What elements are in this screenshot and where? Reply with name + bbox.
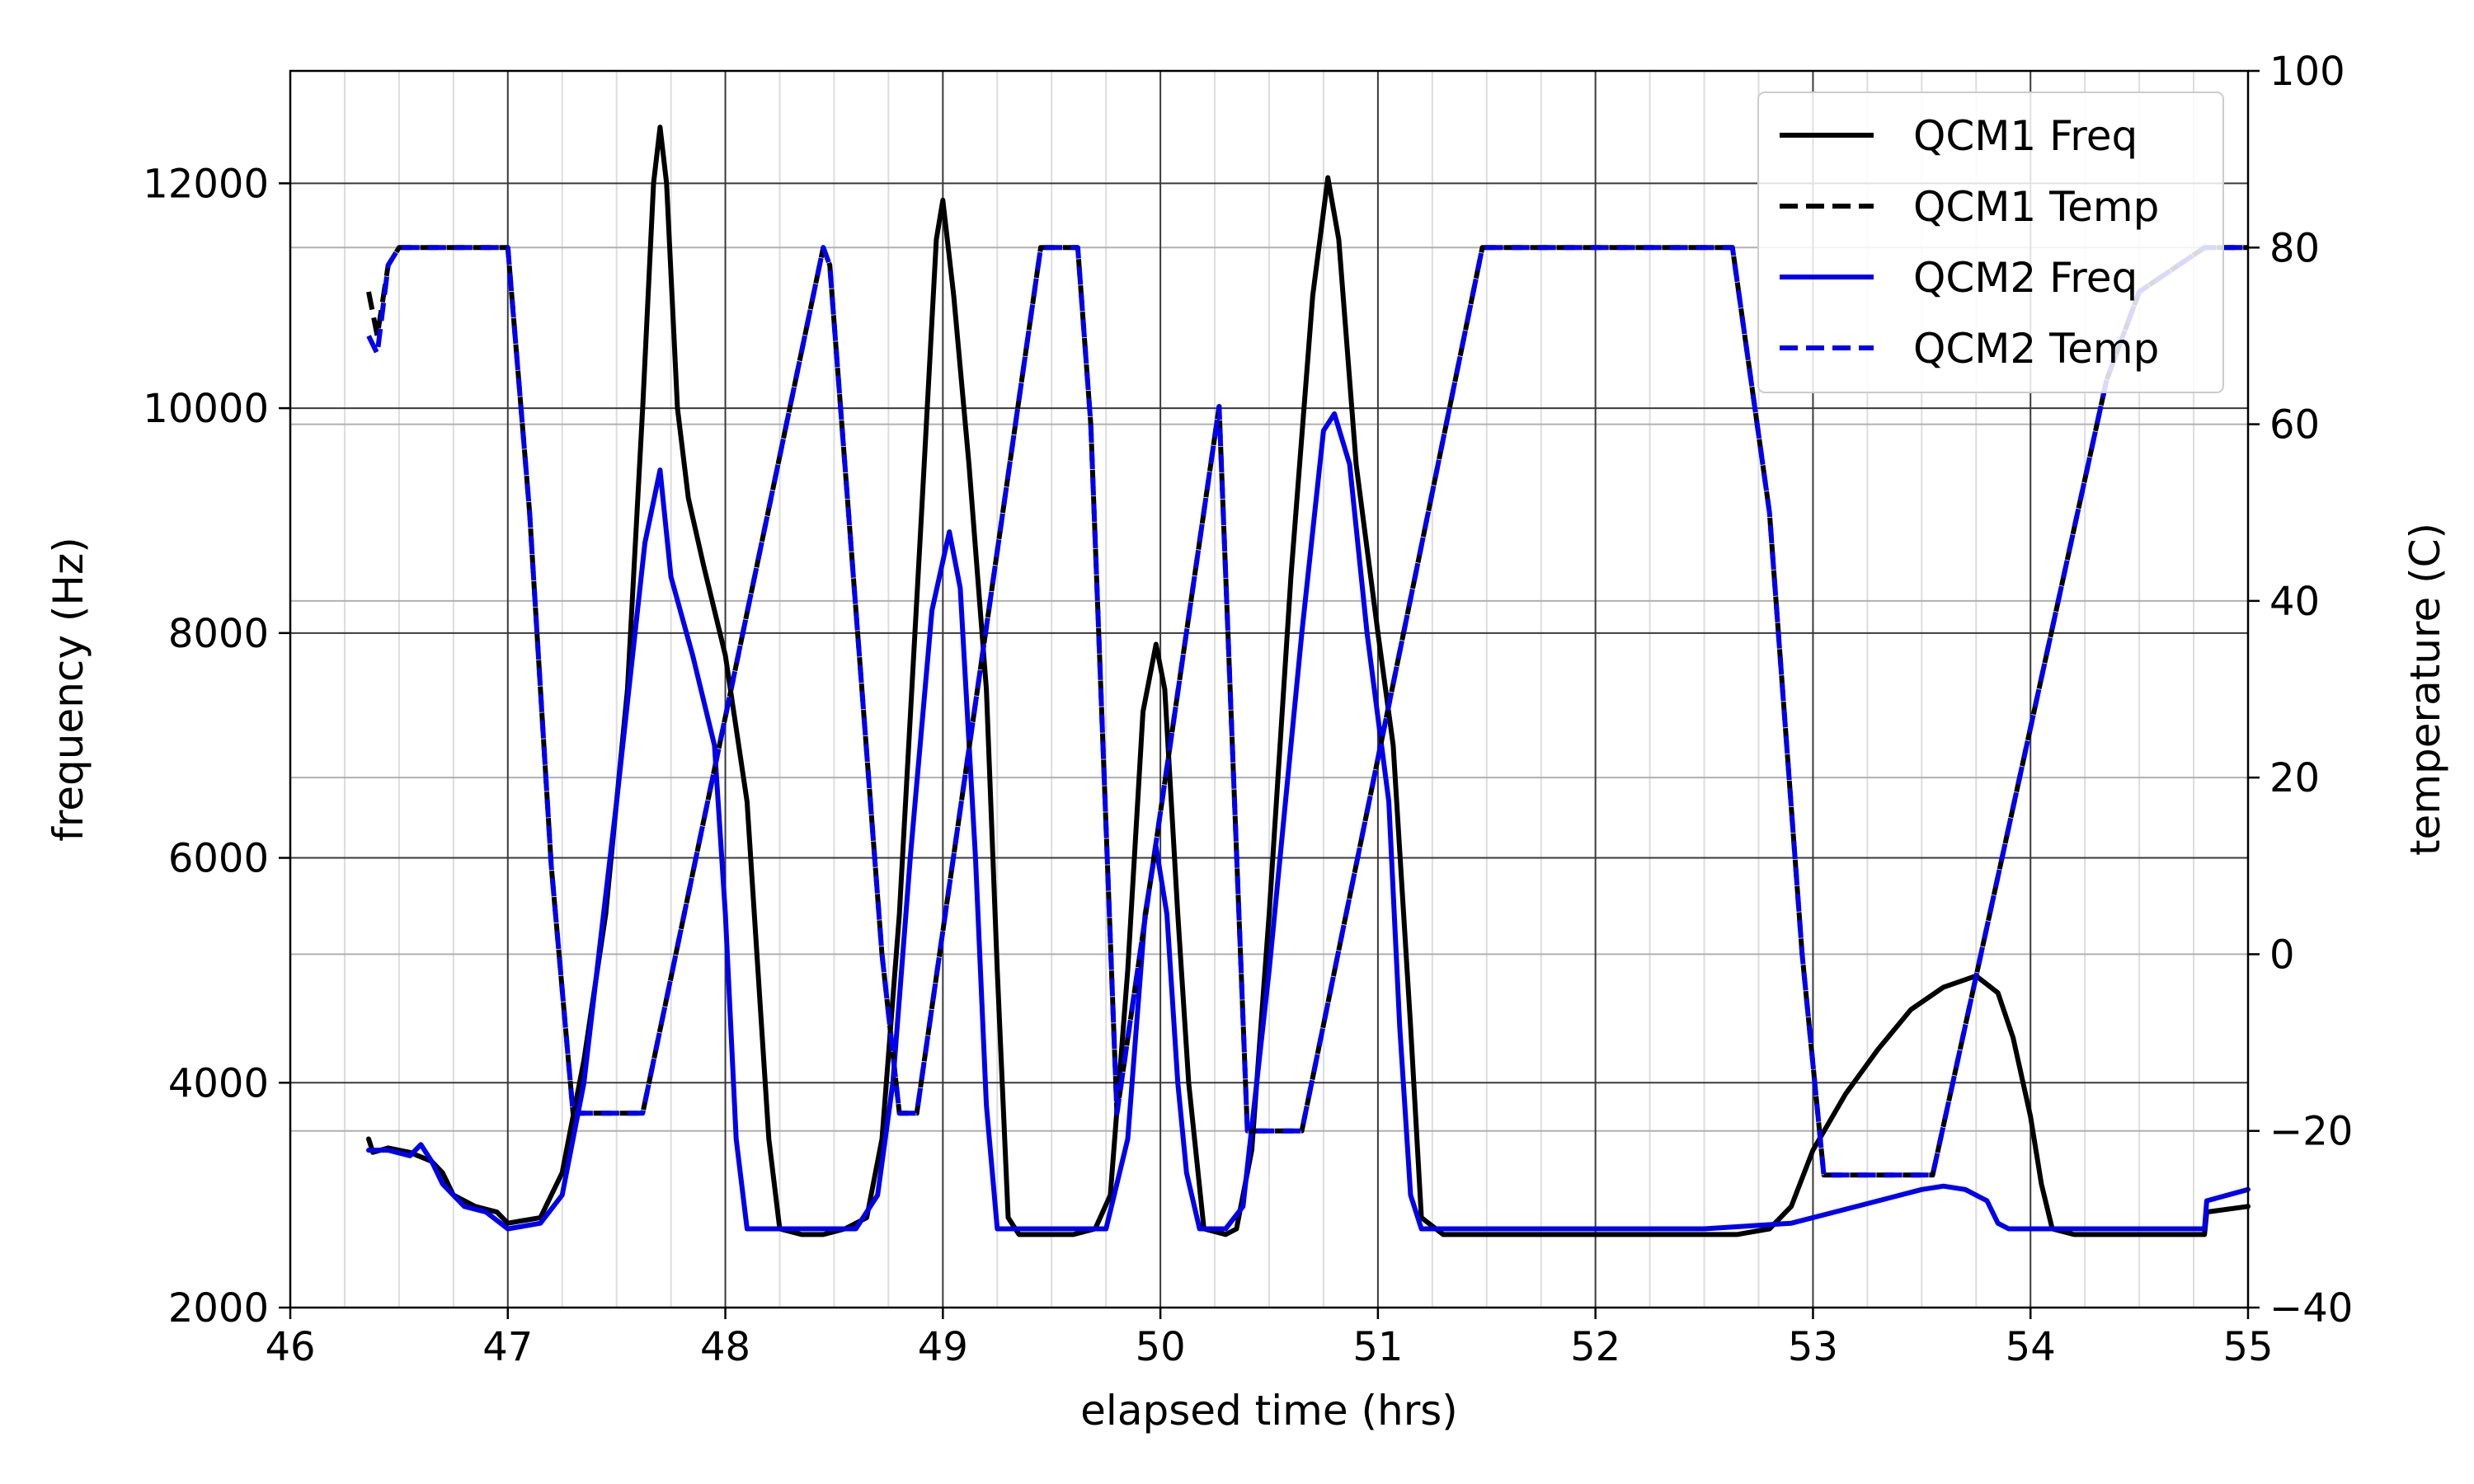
x-tick-label: 46	[265, 1324, 315, 1370]
x-tick-label: 51	[1352, 1324, 1403, 1370]
y-tick-label: 8000	[168, 611, 269, 657]
y-tick-label: 10000	[143, 386, 269, 432]
series-layer	[366, 124, 2251, 1237]
y2-tick-label: 0	[2269, 932, 2295, 978]
series-line-qcm2-temp	[366, 245, 2248, 1178]
x-tick-label: 53	[1788, 1324, 1838, 1370]
legend-label-qcm2-freq: QCM2 Freq	[1913, 254, 2138, 302]
legend-box	[1757, 92, 2224, 393]
y2-tick-label: 20	[2269, 755, 2320, 801]
y2-tick-label: 80	[2269, 225, 2320, 271]
legend-label-qcm1-temp: QCM1 Temp	[1913, 183, 2159, 231]
legend-label-qcm2-temp: QCM2 Temp	[1913, 325, 2159, 373]
y2-axis-label: temperature (C)	[2401, 523, 2449, 856]
ticks: 46 47 48 49 50 51 52 53 54 5520004000600080001000…	[143, 49, 2353, 1370]
x-tick-label: 54	[2006, 1324, 2056, 1370]
y2-tick-label: −40	[2269, 1285, 2353, 1331]
x-tick-label: 55	[2222, 1324, 2273, 1370]
plot-frame	[289, 69, 2250, 1309]
series-line-qcm2-freq	[366, 411, 2251, 1232]
y-tick-label: 2000	[168, 1285, 269, 1331]
x-tick-label: 49	[918, 1324, 968, 1370]
y2-tick-label: 40	[2269, 579, 2320, 625]
y-axis-label: frequency (Hz)	[45, 537, 92, 842]
x-tick-label: 48	[700, 1324, 750, 1370]
x-axis-label: elapsed time (hrs)	[1080, 1387, 1458, 1435]
y2-tick-label: 100	[2269, 49, 2345, 95]
legend-label-qcm1-freq: QCM1 Freq	[1913, 112, 2138, 160]
y2-tick-label: 60	[2269, 402, 2320, 448]
y-tick-label: 6000	[168, 836, 269, 882]
y-tick-label: 12000	[143, 161, 269, 207]
x-tick-label: 50	[1136, 1324, 1186, 1370]
legend: QCM1 Freq QCM1 Temp QCM2 Freq QCM2 Temp	[1757, 92, 2224, 393]
y2-tick-label: −20	[2269, 1109, 2353, 1155]
y-tick-label: 4000	[168, 1060, 269, 1106]
series-line-qcm1-freq	[366, 124, 2251, 1237]
x-tick-label: 47	[482, 1324, 533, 1370]
x-tick-label: 52	[1570, 1324, 1620, 1370]
